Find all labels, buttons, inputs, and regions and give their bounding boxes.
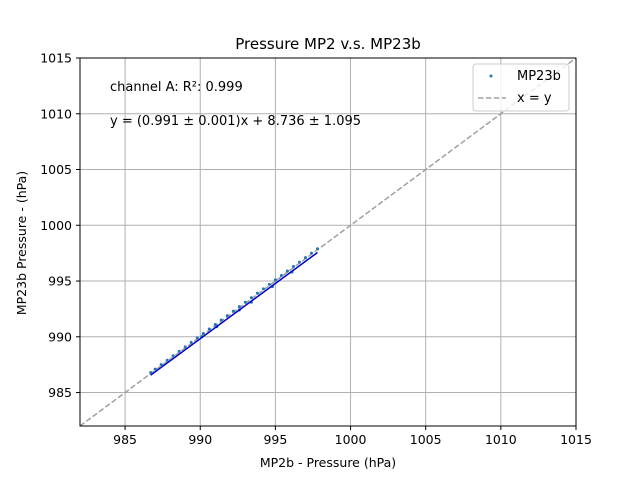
scatter-point — [237, 305, 241, 309]
scatter-point — [149, 370, 153, 374]
x-axis-label: MP2b - Pressure (hPa) — [260, 455, 396, 470]
y-tick-label: 990 — [48, 329, 72, 344]
scatter-point — [231, 309, 235, 313]
identity-line — [80, 58, 576, 426]
y-tick-label: 1000 — [40, 218, 72, 233]
legend-scatter-marker — [489, 74, 493, 78]
y-tick-label: 995 — [48, 274, 72, 289]
scatter-point — [261, 287, 265, 291]
x-tick-label: 1015 — [560, 432, 592, 447]
scatter-point — [201, 331, 205, 335]
legend: MP23b x = y — [472, 63, 570, 112]
scatter-point — [159, 363, 163, 367]
scatter-point — [249, 296, 253, 300]
legend-entry-identity-line: x = y — [517, 91, 552, 106]
scatter-point — [291, 265, 295, 269]
scatter-point — [309, 251, 313, 255]
scatter-point — [177, 349, 181, 353]
scatter-point — [255, 291, 259, 295]
chart-title: Pressure MP2 v.s. MP23b — [235, 35, 421, 53]
y-tick-label: 1015 — [40, 51, 72, 66]
scatter-point — [171, 354, 175, 358]
y-axis-label: MP23b Pressure - (hPa) — [14, 171, 29, 315]
fit-line — [150, 251, 318, 376]
fit-equation-annotation: y = (0.991 ± 0.001)x + 8.736 ± 1.095 — [110, 114, 361, 129]
axis-ticks: 985 990 995 1000 1005 1010 1015 985 990 995 1000 10… — [40, 51, 592, 448]
y-tick-label: 985 — [48, 385, 72, 400]
x-tick-label: 1005 — [410, 432, 442, 447]
scatter-point — [195, 336, 199, 340]
scatter-point — [165, 358, 169, 362]
legend-frame — [472, 63, 570, 112]
scatter-point — [303, 256, 307, 260]
x-tick-label: 1000 — [335, 432, 367, 447]
scatter-point — [219, 318, 223, 322]
plot-frame — [79, 57, 577, 427]
scatter-point — [207, 327, 211, 331]
scatter-point — [315, 247, 319, 251]
scatter-points — [149, 247, 319, 374]
scatter-point — [273, 278, 277, 282]
r-squared-annotation: channel A: R²: 0.999 — [110, 80, 243, 95]
y-tick-label: 1010 — [40, 106, 72, 121]
scatter-point — [279, 273, 283, 277]
x-tick-label: 995 — [263, 432, 287, 447]
scatter-point — [243, 300, 247, 304]
y-tick-label: 1005 — [40, 162, 72, 177]
scatter-point — [213, 323, 217, 327]
scatter-point — [297, 260, 301, 264]
scatter-point — [225, 314, 229, 318]
x-tick-label: 985 — [113, 432, 137, 447]
legend-entry-scatter: MP23b — [517, 69, 561, 84]
x-tick-label: 1010 — [485, 432, 517, 447]
scatter-point — [153, 367, 157, 371]
scatter-point — [183, 345, 187, 349]
scatter-point — [285, 269, 289, 273]
x-tick-label: 990 — [188, 432, 212, 447]
scatter-point — [189, 340, 193, 344]
scatter-point — [267, 282, 271, 286]
